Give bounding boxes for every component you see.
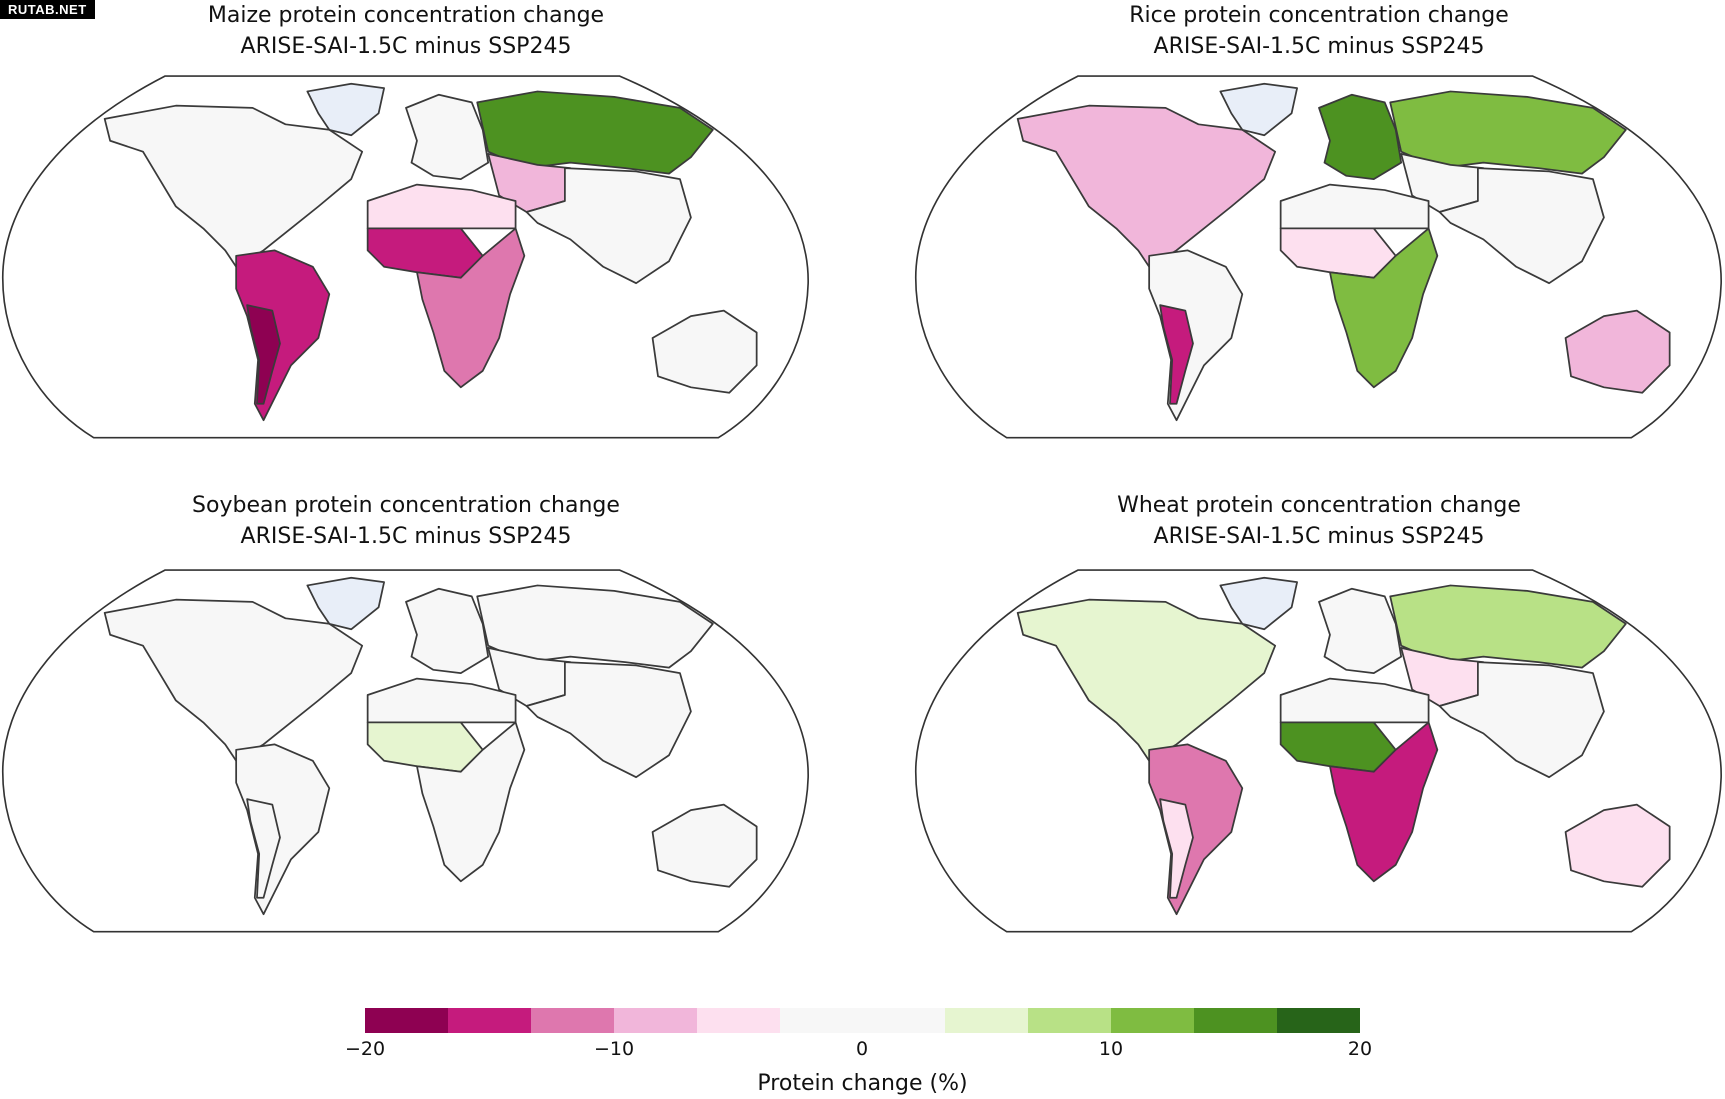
panel-subtitle: ARISE-SAI-1.5C minus SSP245 [1153,524,1485,549]
region-europe [405,93,490,180]
colorbar-tick: 0 [855,1038,869,1060]
region-south-america-west [246,304,281,405]
region-south-america-west [1159,798,1194,899]
panel-subtitle: ARISE-SAI-1.5C minus SSP245 [240,524,572,549]
rice-panel: Rice protein concentration change ARISE-… [913,0,1725,439]
colorbar-bin [1111,1008,1195,1033]
region-asia [1438,167,1605,285]
soybean-panel: Soybean protein concentration change ARI… [0,490,812,933]
colorbar-tick: −10 [593,1038,635,1060]
map-frame [914,569,1722,933]
region-south-america [235,743,331,916]
region-west-africa [1279,227,1397,279]
region-west-africa [366,721,484,773]
wheat-map [914,569,1722,933]
panel-subtitle: ARISE-SAI-1.5C minus SSP245 [240,34,572,59]
panel-title: Wheat protein concentration change [1117,493,1521,518]
region-west-africa [1279,721,1397,773]
region-australia [1564,309,1671,394]
region-asia [525,167,692,285]
region-north-africa [366,677,517,724]
region-greenland [1219,82,1298,137]
region-southern-africa [416,227,526,389]
region-australia [1564,803,1671,888]
region-west-africa [366,227,484,279]
region-asia [1438,661,1605,779]
colorbar-bin [530,1008,614,1033]
region-north-africa [366,183,517,230]
region-north-africa [1279,183,1430,230]
region-south-america [1148,743,1244,916]
region-south-america-west [1159,304,1194,405]
colorbar-tick: 10 [1098,1038,1124,1060]
colorbar-bin [779,1008,863,1033]
wheat-panel: Wheat protein concentration change ARISE… [913,490,1725,933]
colorbar-bin [945,1008,1029,1033]
panel-title: Rice protein concentration change [1129,3,1509,28]
map-frame [1,75,809,439]
colorbar-bin [447,1008,531,1033]
region-north-america [1016,104,1277,268]
watermark-logo: RUTAB.NET [0,0,95,19]
colorbar-bin [365,1008,448,1033]
region-southern-africa [1329,227,1439,389]
panel-title: Soybean protein concentration change [192,493,620,518]
rice-map [914,75,1722,439]
region-europe [1318,93,1403,180]
region-southern-africa [416,721,526,883]
colorbar-bin [1028,1008,1112,1033]
region-southern-africa [1329,721,1439,883]
region-greenland [306,576,385,631]
region-europe [405,587,490,674]
colorbar-tick: 20 [1347,1038,1373,1060]
colorbar-bin [1277,1008,1361,1033]
region-europe [1318,587,1403,674]
region-australia [651,803,758,888]
region-north-america [103,598,364,762]
region-asia [525,661,692,779]
panel-subtitle: ARISE-SAI-1.5C minus SSP245 [1153,34,1485,59]
colorbar-bin [696,1008,780,1033]
soybean-map [1,569,809,933]
region-south-america [235,249,331,422]
region-north-america [103,104,364,268]
maize-panel: Maize protein concentration change ARISE… [0,0,812,439]
colorbar [365,1008,1361,1033]
colorbar-tick: −20 [344,1038,386,1060]
map-frame [914,75,1722,439]
region-north-america [1016,598,1277,762]
maize-map [1,75,809,439]
map-frame [1,569,809,933]
colorbar-label: Protein change (%) [757,1071,968,1096]
colorbar-bin [1194,1008,1278,1033]
region-australia [651,309,758,394]
region-greenland [306,82,385,137]
region-north-africa [1279,677,1430,724]
region-south-america-west [246,798,281,899]
region-greenland [1219,576,1298,631]
region-south-america [1148,249,1244,422]
colorbar-bin [862,1008,946,1033]
panel-title: Maize protein concentration change [207,3,605,28]
colorbar-bin [613,1008,697,1033]
